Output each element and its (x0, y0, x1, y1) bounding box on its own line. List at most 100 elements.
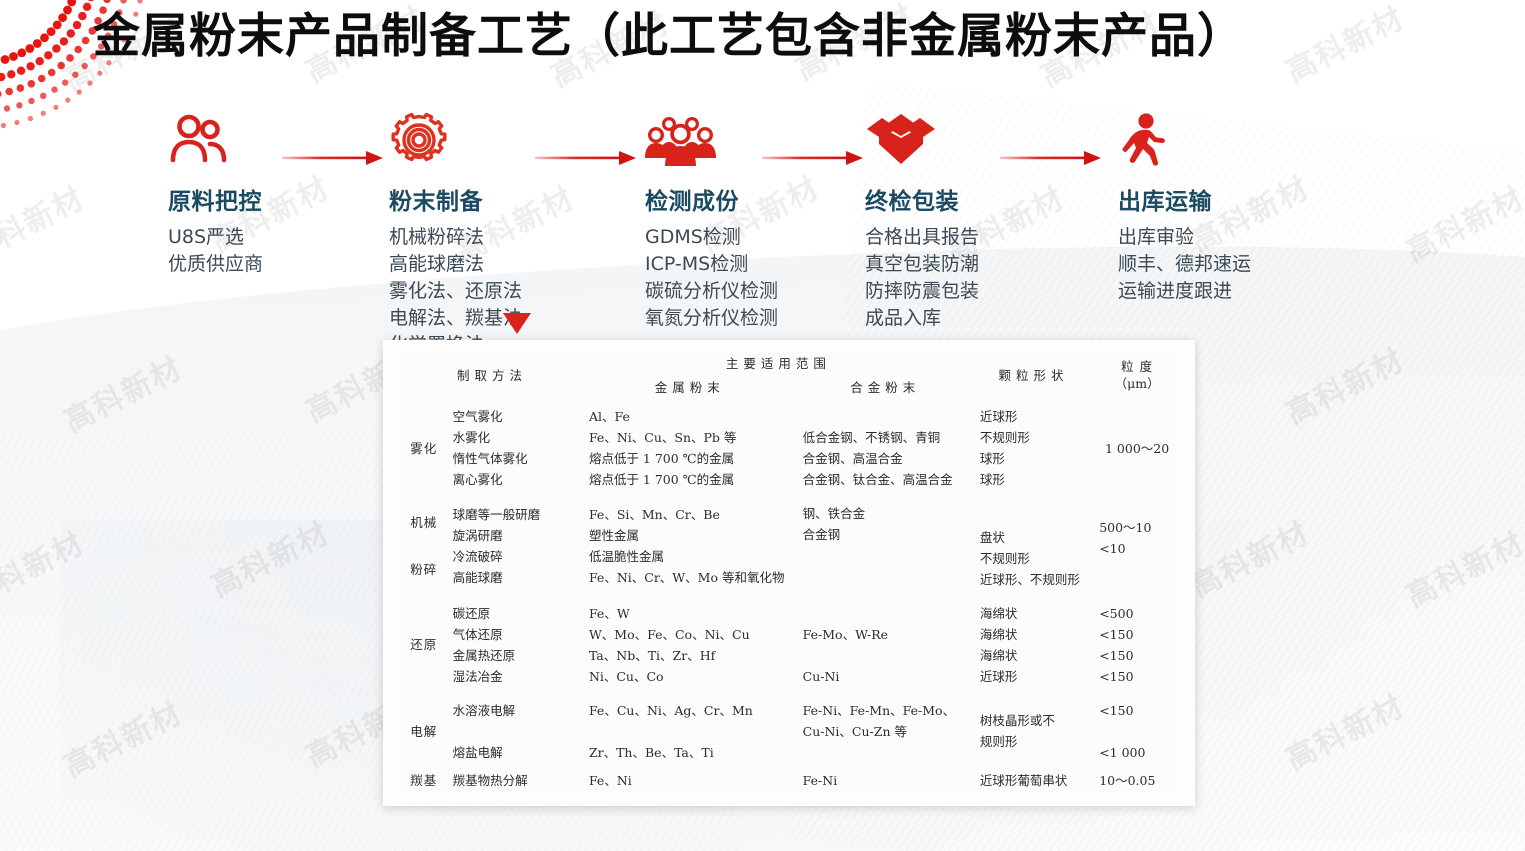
alloy-line: 钢、铁合金 (802, 506, 866, 522)
table-row: 羰基 羰基物热分解 Fe、Ni Fe-Ni 近球形葡萄串状 10～0.05 (401, 768, 1181, 792)
header-method: 制取方法 (456, 367, 527, 383)
step-line: ICP-MS检测 (645, 253, 749, 275)
metal-line: Ni、Cu、Co (588, 668, 664, 684)
row-alloy: Fe-Ni (802, 772, 838, 788)
arrow-right-icon-3 (762, 148, 880, 168)
shape-line: 不规则形 (979, 551, 1030, 567)
row-size: 1 000～20 (1093, 399, 1181, 497)
metal-line: W、Mo、Fe、Co、Ni、Cu (588, 626, 750, 642)
step-line: 成品入库 (865, 307, 942, 329)
process-step-4[interactable]: 终检包装 合格出具报告 真空包装防潮 防摔防震包装 成品入库 (865, 112, 979, 332)
row-category-line: 粉碎 (410, 562, 438, 578)
size-line: <150 (1099, 702, 1134, 718)
arrow-right-icon-1 (282, 148, 400, 168)
alloy-line (803, 406, 968, 427)
process-flow: 原料把控 U8S严选 优质供应商 (0, 112, 1525, 356)
step-line: 真空包装防潮 (865, 253, 980, 275)
step-line: 氧氮分析仪检测 (645, 307, 779, 329)
row-alloy: Fe-Ni、Fe-Mn、Fe-Mo、 Cu-Ni、Cu-Zn 等 (797, 694, 974, 769)
method-line: 球磨等一般研磨 (452, 507, 541, 523)
triangle-down-icon (503, 313, 531, 334)
metal-line: Al、Fe (588, 409, 630, 424)
arrow-right-icon-2 (535, 148, 653, 168)
size-line: <1 000 (1099, 744, 1146, 760)
table-row: 电解 水溶液电解 熔盐电解 Fe、Cu、Ni、Ag、Cr、Mn Zr、Th、Be… (401, 694, 1181, 769)
shape-line: 球形 (979, 472, 1005, 487)
step-lines: 出库审验 顺丰、德邦速运 运输进度跟进 (1118, 224, 1251, 305)
people-group-icon (645, 112, 778, 168)
process-step-3[interactable]: 检测成份 GDMS检测 ICP-MS检测 碳硫分析仪检测 氧氮分析仪检测 (645, 112, 778, 332)
step-title: 检测成份 (645, 189, 739, 215)
step-title: 出库运输 (1118, 189, 1212, 215)
row-methods: 碳还原 气体还原 金属热还原 湿法冶金 (447, 595, 583, 693)
method-line: 冷流破碎 (452, 549, 503, 565)
row-category: 雾化 (410, 440, 438, 456)
step-line: GDMS检测 (645, 226, 741, 248)
step-line: 高能球磨法 (389, 253, 485, 275)
metal-line: Zr、Th、Be、Ta、Ti (588, 744, 714, 760)
row-methods: 空气雾化 水雾化 惰性气体雾化 离心雾化 (447, 399, 583, 497)
method-line: 水雾化 (452, 430, 491, 445)
alloy-line (803, 603, 968, 624)
header-size: 粒 度 （μm） (1093, 352, 1181, 399)
metal-line: Fe、Cu、Ni、Ag、Cr、Mn (588, 702, 753, 718)
step-line: 雾化法、还原法 (389, 280, 523, 302)
alloy-line: Fe-Mo、W-Re (802, 626, 889, 642)
header-size-label: 粒 度 (1121, 359, 1154, 375)
method-line: 湿法冶金 (452, 668, 503, 684)
row-category: 还原 (410, 637, 438, 653)
shape-line: 海绵状 (979, 626, 1018, 642)
step-line: 电解法、羰基法 (389, 307, 523, 329)
row-metal: Fe、W W、Mo、Fe、Co、Ni、Cu Ta、Nb、Ti、Zr、Hf Ni、… (583, 595, 797, 693)
table-row: 还原 碳还原 气体还原 金属热还原 湿法冶金 Fe、W W、Mo、Fe、Co、N… (401, 595, 1181, 693)
alloy-line: Cu-Ni (802, 668, 840, 684)
size-line: <10 (1099, 541, 1126, 557)
metal-line: 熔点低于 1 700 ℃的金属 (588, 451, 735, 466)
table-row: 机械 粉碎 球磨等一般研磨 旋涡研磨 冷流破碎 高能球磨 Fe、Si、Mn、Cr… (401, 497, 1181, 595)
metal-line: Fe、Si、Mn、Cr、Be (588, 507, 720, 523)
method-line: 高能球磨 (452, 570, 503, 586)
watermark: 高科新材 (1400, 525, 1525, 615)
step-line: U8S严选 (168, 226, 245, 248)
row-size: <150 <1 000 (1093, 694, 1181, 769)
metal-line: 低温脆性金属 (588, 549, 664, 565)
alloy-line: 合金钢、高温合金 (802, 451, 903, 466)
size-line: <150 (1099, 626, 1134, 642)
row-alloy: 低合金钢、不锈钢、青铜 合金钢、高温合金 合金钢、钛合金、高温合金 (797, 399, 974, 497)
row-shape: 树枝晶形或不 规则形 (974, 694, 1093, 769)
row-category: 羰基 (410, 772, 438, 788)
step-line: 运输进度跟进 (1118, 280, 1233, 302)
arrow-right-icon-4 (1000, 148, 1118, 168)
shape-line: 球形 (979, 451, 1005, 466)
step-line: 碳硫分析仪检测 (645, 280, 779, 302)
table-header-row-1: 制取方法 主要适用范围 颗粒形状 粒 度 （μm） (401, 352, 1181, 391)
watermark: 高科新材 (0, 525, 91, 615)
metal-line (589, 721, 791, 742)
step-lines: 合格出具报告 真空包装防潮 防摔防震包装 成品入库 (865, 224, 979, 332)
size-line (1099, 721, 1175, 742)
row-methods: 球磨等一般研磨 旋涡研磨 冷流破碎 高能球磨 (447, 497, 583, 595)
watermark: 高科新材 (1280, 0, 1411, 90)
shape-line: 近球形、不规则形 (979, 572, 1080, 588)
method-line: 气体还原 (452, 626, 503, 642)
row-metal: Fe、Si、Mn、Cr、Be 塑性金属 低温脆性金属 Fe、Ni、Cr、W、Mo… (583, 497, 797, 595)
row-metal: Fe、Cu、Ni、Ag、Cr、Mn Zr、Th、Be、Ta、Ti (583, 694, 797, 769)
process-step-5[interactable]: 出库运输 出库审验 顺丰、德邦速运 运输进度跟进 (1118, 112, 1251, 305)
method-line: 惰性气体雾化 (452, 451, 528, 466)
step-lines: GDMS检测 ICP-MS检测 碳硫分析仪检测 氧氮分析仪检测 (645, 224, 778, 332)
row-shape: 近球形 不规则形 球形 球形 (974, 399, 1093, 497)
shape-line: 盘状 (979, 530, 1005, 546)
method-line: 离心雾化 (452, 472, 503, 487)
watermark: 高科新材 (1280, 342, 1411, 432)
process-step-1[interactable]: 原料把控 U8S严选 优质供应商 (168, 112, 263, 278)
row-metal: Fe、Ni (588, 772, 632, 788)
row-methods: 羰基物热分解 (452, 772, 528, 788)
method-line: 空气雾化 (452, 409, 503, 424)
row-category-line: 机械 (410, 515, 438, 531)
row-shape: 海绵状 海绵状 海绵状 近球形 (974, 595, 1093, 693)
row-shape: 近球形葡萄串状 (979, 772, 1068, 788)
alloy-line (803, 645, 968, 666)
shape-line: 海绵状 (979, 647, 1018, 663)
step-line: 顺丰、德邦速运 (1118, 253, 1252, 275)
